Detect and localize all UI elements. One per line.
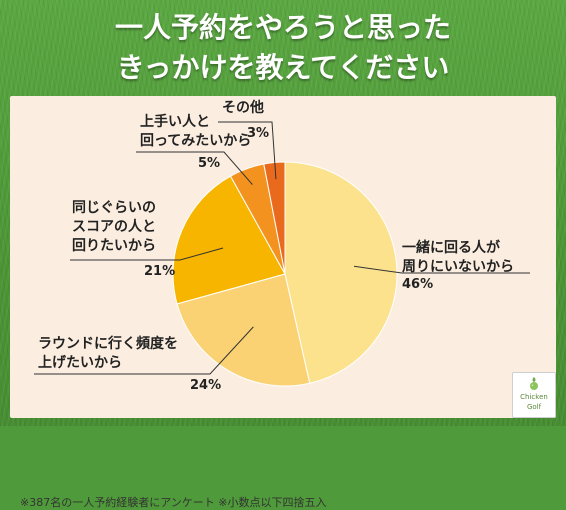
title-line-1: 一人予約をやろうと思った — [114, 11, 451, 44]
pie-slice — [284, 161, 398, 384]
slice-label: 周りにいないから — [402, 259, 514, 275]
slice-label: 回りたいから — [72, 238, 156, 254]
slice-label: その他 — [222, 99, 264, 116]
slice-label: 同じぐらいの — [72, 200, 156, 216]
slice-label: スコアの人と — [72, 218, 156, 235]
slice-label: 回ってみたいから — [140, 133, 251, 149]
slice-value-label: 3% — [247, 126, 269, 141]
leader-line — [353, 265, 530, 274]
pie-slice — [172, 175, 286, 305]
slice-label: 上手い人と — [140, 113, 210, 130]
chart-panel: 一緒に回る人が 周りにいないから 46% ラウンドに行く頻度を 上げたいから 24% 同じぐ… — [10, 96, 556, 509]
slice-value-label: 46% — [402, 277, 433, 292]
chicken-golf-logo: Chicken Golf — [512, 372, 556, 418]
title-line-2: きっかけを教えてください — [116, 51, 450, 84]
slice-label: ラウンドに行く頻度を — [38, 335, 178, 352]
slice-value-label: 24% — [190, 378, 221, 393]
pie-slice — [176, 273, 311, 387]
survey-note: ※387名の一人予約経験者にアンケート ※小数点以下四捨五入 — [20, 496, 327, 509]
slice-value-label: 21% — [144, 264, 175, 279]
page-title: 一人予約をやろうと思った きっかけを教えてください — [0, 8, 566, 88]
leader-line — [136, 151, 253, 185]
slice-label: 一緒に回る人が — [402, 239, 501, 256]
logo-text-line-1: Chicken — [520, 393, 548, 401]
slice-value-label: 5% — [198, 156, 220, 171]
leader-line — [34, 326, 254, 375]
leader-line — [218, 121, 277, 180]
leader-line — [70, 247, 224, 261]
logo-text-line-2: Golf — [526, 403, 542, 411]
chicken-icon — [530, 377, 538, 390]
slice-label: 上げたいから — [38, 355, 122, 371]
